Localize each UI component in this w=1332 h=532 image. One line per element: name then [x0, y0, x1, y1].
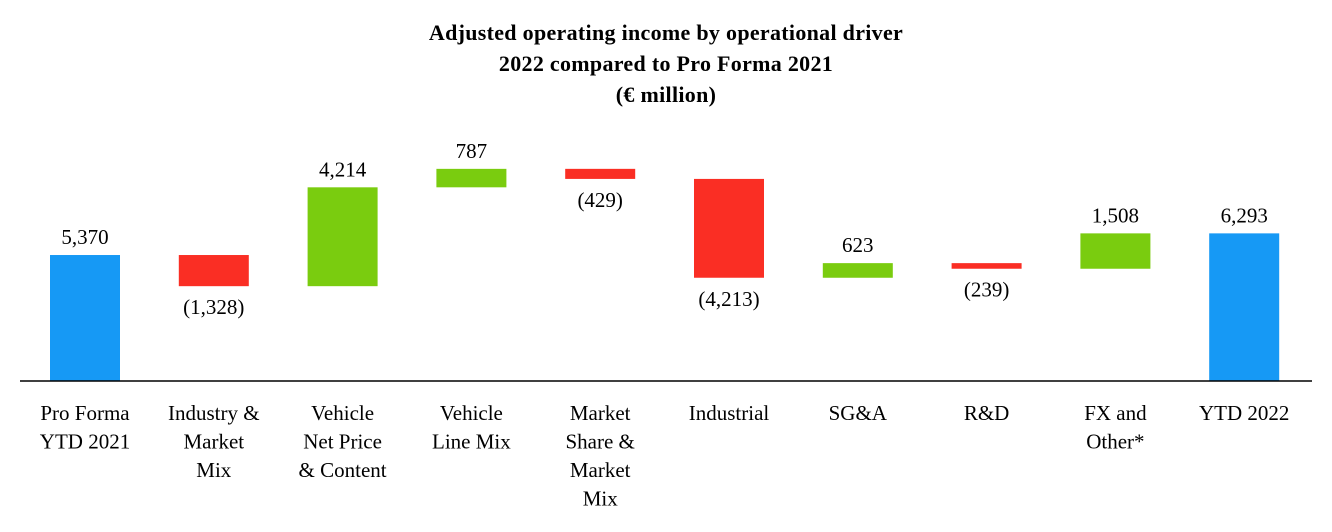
value-label-4: (429) — [577, 188, 623, 212]
category-labels-group: Pro Forma YTD 2021 Industry & Market Mix Vehi… — [40, 401, 1290, 511]
value-label-8: 1,508 — [1092, 203, 1139, 227]
value-label-7: (239) — [964, 278, 1010, 302]
category-label-8: FX and Other* — [1084, 401, 1147, 454]
value-label-6: 623 — [842, 233, 874, 257]
bar-7 — [951, 263, 1022, 269]
value-label-0: 5,370 — [61, 225, 108, 249]
category-label-0: Pro Forma YTD 2021 — [40, 401, 131, 454]
chart-title-line-1: Adjusted operating income by operational… — [428, 20, 904, 45]
value-label-2: 4,214 — [319, 157, 367, 181]
chart-title-line-2: 2022 compared to Pro Forma 2021 — [498, 51, 834, 76]
category-label-4: Market Share & Market Mix — [565, 401, 634, 511]
bar-4 — [565, 168, 636, 179]
category-label-9: YTD 2022 — [1199, 401, 1289, 425]
value-label-9: 6,293 — [1221, 203, 1268, 227]
value-label-5: (4,213) — [698, 287, 759, 311]
bar-5 — [694, 178, 764, 278]
bar-8 — [1080, 233, 1151, 269]
bar-3 — [436, 168, 507, 188]
value-label-1: (1,328) — [183, 295, 244, 319]
bar-0 — [50, 255, 120, 381]
bar-2 — [307, 187, 378, 287]
chart-title-line-3: (€ million) — [615, 82, 717, 107]
category-label-7: R&D — [964, 401, 1010, 425]
category-label-6: SG&A — [829, 401, 888, 425]
value-labels-group: 5,370 (1,328) 4,214 787 (429) (4,213) 623 (239)… — [61, 139, 1267, 319]
bar-1 — [178, 255, 249, 287]
category-label-3: Vehicle Line Mix — [432, 401, 511, 454]
value-label-3: 787 — [456, 139, 488, 163]
bar-6 — [822, 263, 893, 278]
bar-9 — [1209, 233, 1280, 381]
category-label-2: Vehicle Net Price & Content — [299, 401, 387, 482]
category-label-5: Industrial — [689, 401, 770, 425]
bars-group — [50, 168, 1280, 381]
category-label-1: Industry & Market Mix — [168, 401, 260, 482]
